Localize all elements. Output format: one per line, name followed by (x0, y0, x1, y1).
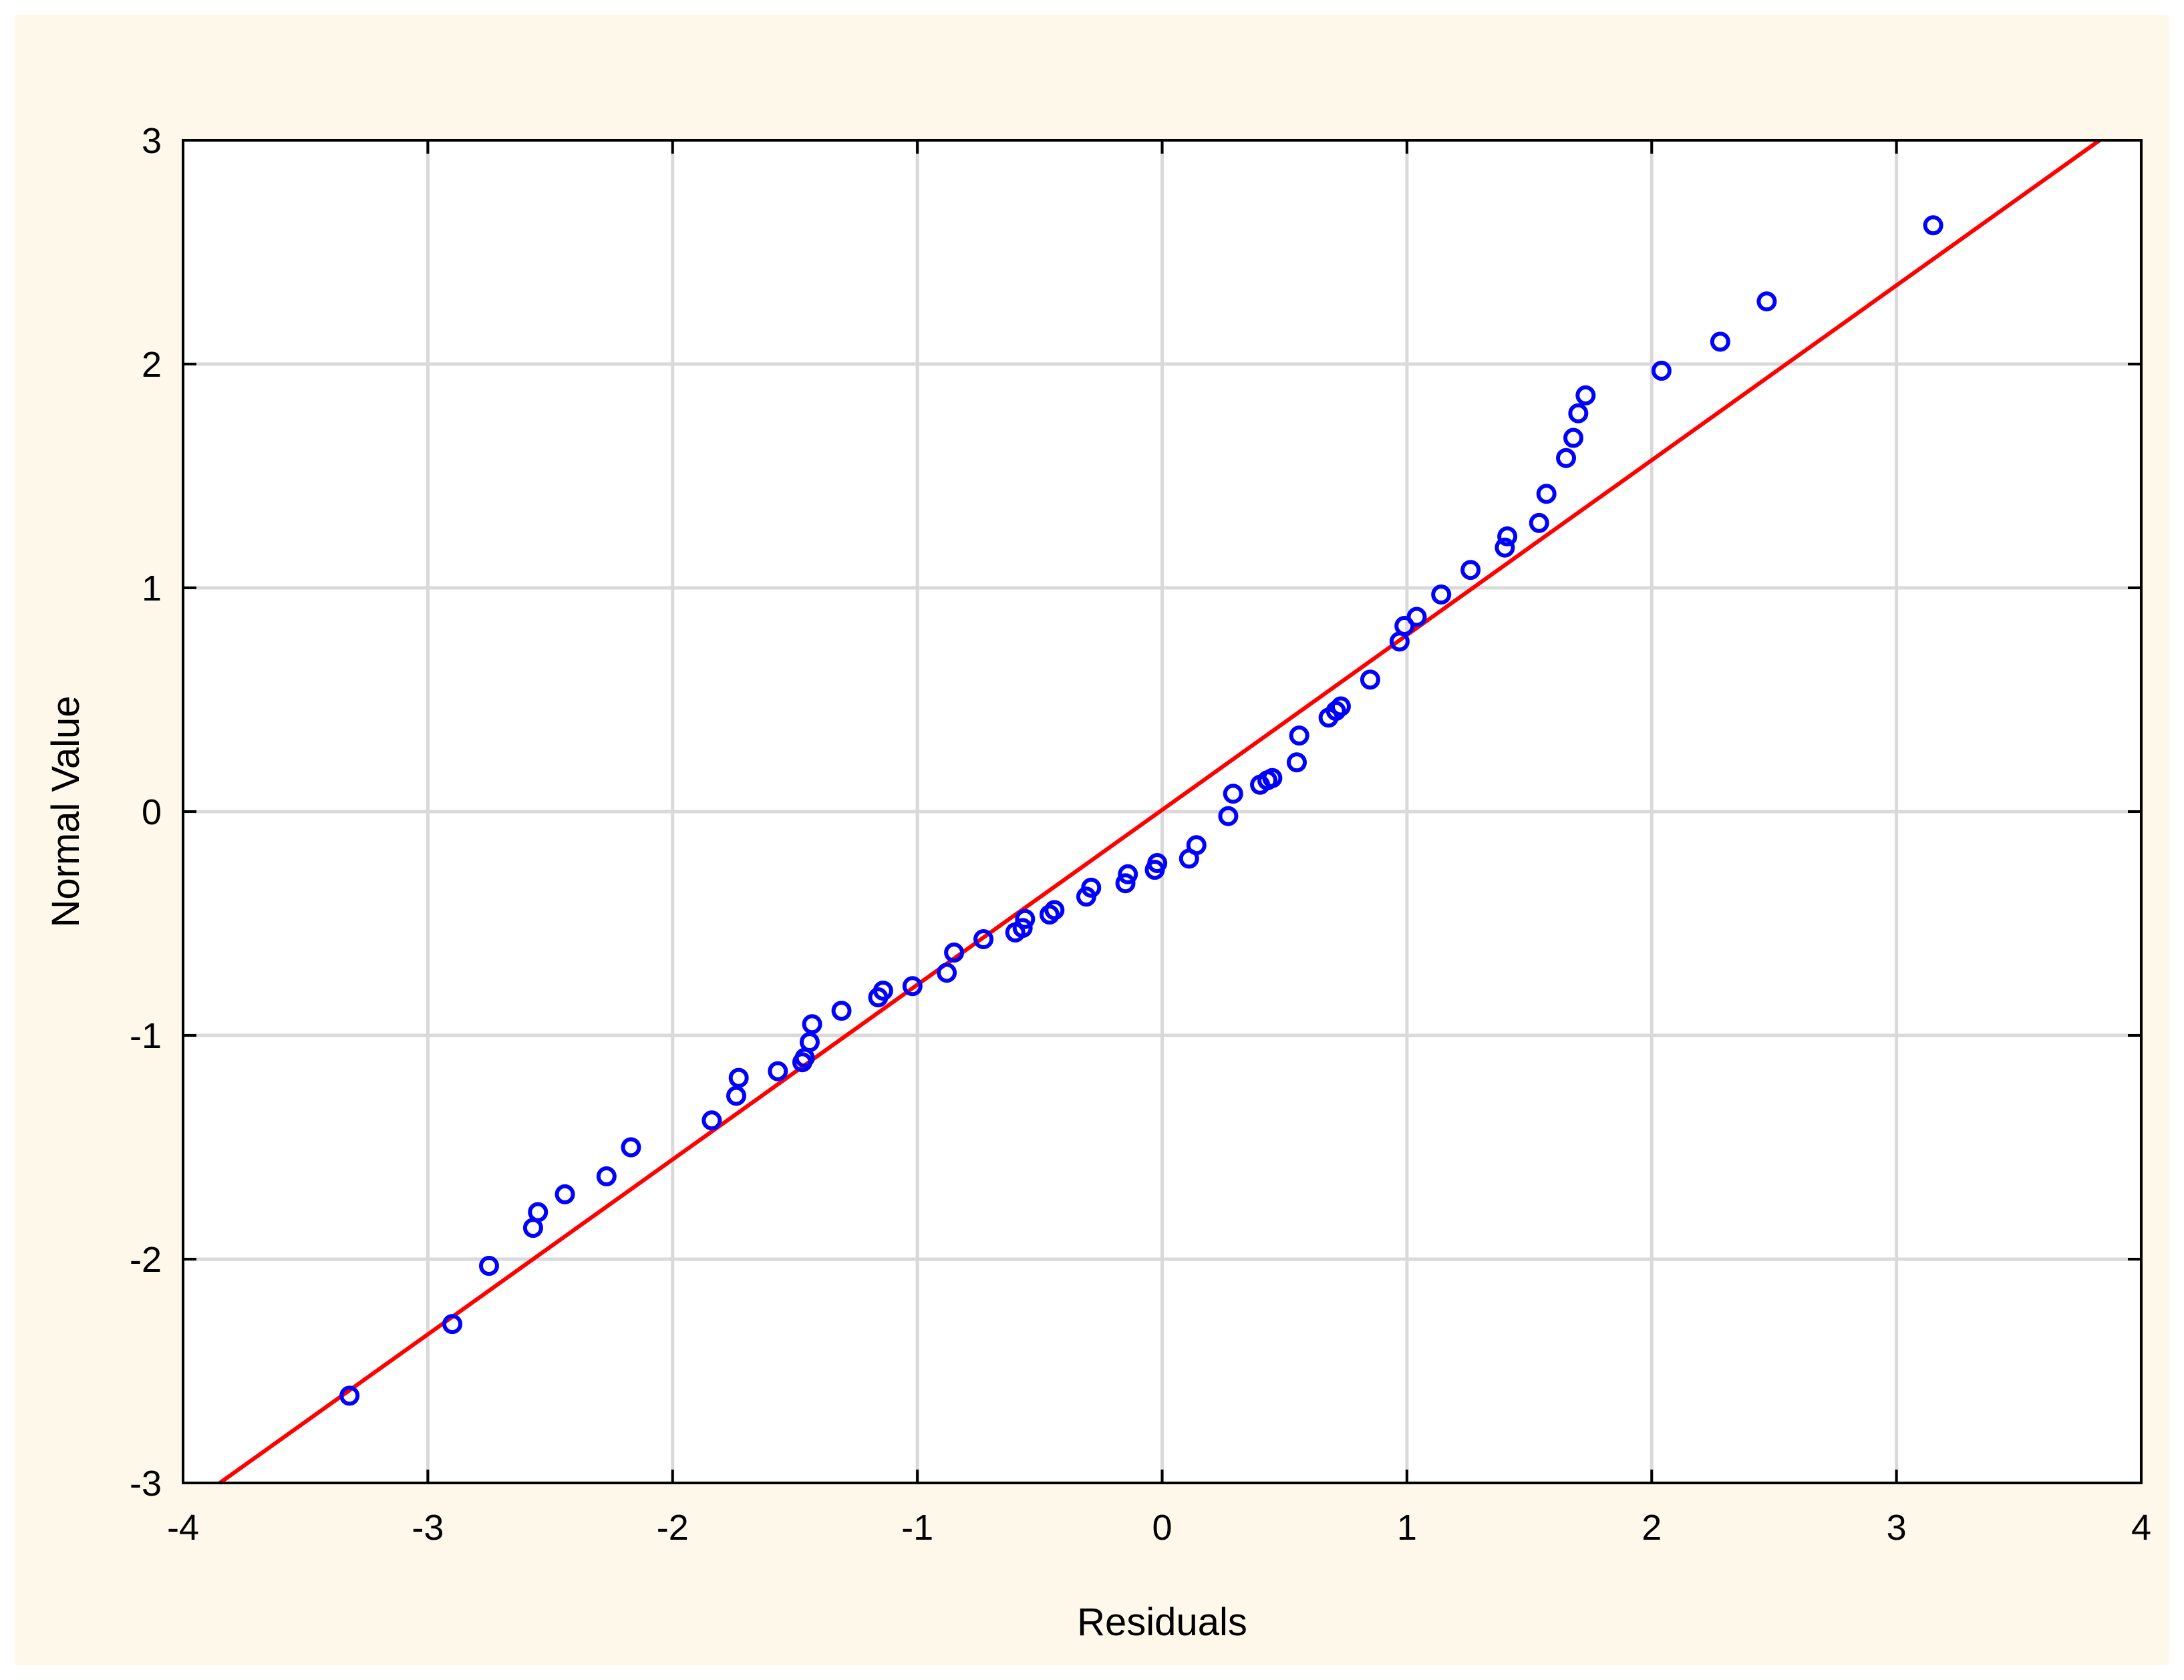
x-axis-title: Residuals (1077, 1601, 1247, 1644)
data-point (1710, 331, 1730, 352)
data-point (1568, 403, 1589, 424)
gridlines (183, 140, 2141, 1483)
data-point (1756, 291, 1777, 312)
data-point (1186, 835, 1207, 856)
y-tick-label: 3 (142, 121, 162, 161)
data-point (1923, 215, 1943, 236)
data-point (728, 1067, 749, 1088)
x-tick-label: -3 (412, 1508, 444, 1548)
data-point (1081, 877, 1102, 898)
x-tick-label: 4 (2131, 1508, 2151, 1548)
x-tick-label: 0 (1152, 1508, 1172, 1548)
data-point (1330, 696, 1351, 717)
x-tick-label: -2 (657, 1508, 689, 1548)
y-tick-label: -2 (130, 1240, 162, 1280)
reference-line-layer (218, 138, 2101, 1485)
data-point (831, 1001, 852, 1021)
y-tick-label: 0 (142, 792, 162, 832)
y-tick-label: 1 (142, 568, 162, 609)
y-tick-label: 2 (142, 345, 162, 385)
data-point (1406, 607, 1427, 627)
reference-line (218, 138, 2101, 1485)
data-point (1147, 853, 1168, 874)
data-point (621, 1137, 641, 1158)
data-point (1289, 725, 1309, 746)
y-tick-label: -3 (130, 1464, 162, 1504)
data-point (1431, 584, 1452, 605)
data-point (1015, 908, 1036, 929)
data-point (701, 1110, 722, 1131)
data-point (478, 1256, 499, 1277)
data-point (1115, 873, 1136, 894)
data-point (1536, 484, 1557, 504)
data-point (799, 1032, 820, 1053)
data-point (1651, 361, 1672, 381)
data-point (442, 1314, 463, 1335)
data-point (802, 1014, 822, 1035)
y-axis-title: Normal Value (44, 695, 88, 927)
data-point (596, 1166, 617, 1187)
data-point (973, 929, 994, 949)
data-point (1575, 385, 1596, 405)
data-points (339, 215, 1943, 1406)
data-point (1460, 560, 1481, 580)
data-point (1529, 512, 1549, 533)
data-point (1012, 918, 1033, 939)
data-point (1044, 900, 1065, 920)
data-point (555, 1184, 575, 1204)
x-tick-label: 3 (1887, 1508, 1907, 1548)
x-tick-label: -1 (901, 1508, 933, 1548)
x-tick-label: 2 (1642, 1508, 1662, 1548)
data-point (1262, 768, 1283, 788)
data-point (528, 1202, 549, 1222)
data-point (1563, 428, 1584, 448)
data-point (937, 963, 957, 983)
data-point (339, 1385, 360, 1406)
data-point (726, 1085, 747, 1106)
data-point (902, 976, 923, 997)
data-point (1118, 864, 1138, 884)
y-tick-label: -1 (130, 1016, 162, 1056)
data-point (1495, 537, 1515, 558)
data-point (944, 943, 965, 963)
data-point (873, 981, 893, 1001)
x-tick-label: -4 (167, 1508, 199, 1548)
data-point (1223, 784, 1243, 804)
data-point (1497, 526, 1518, 546)
data-point (1218, 806, 1239, 826)
x-tick-label: 1 (1397, 1508, 1417, 1548)
data-point (768, 1061, 788, 1081)
data-point (1287, 752, 1307, 773)
data-point (1556, 448, 1577, 468)
data-point (1360, 669, 1380, 690)
